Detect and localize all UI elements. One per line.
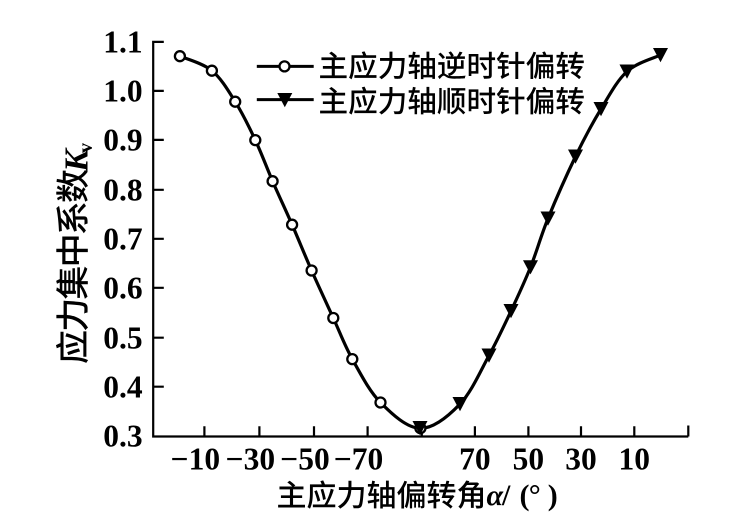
svg-text:−30: −30 [226, 442, 275, 477]
svg-text:/: / [501, 479, 511, 512]
svg-text:−50: −50 [280, 442, 329, 477]
svg-text:−10: −10 [171, 442, 220, 477]
svg-text:0.9: 0.9 [103, 123, 142, 158]
svg-text:1.0: 1.0 [103, 74, 142, 109]
svg-text:70: 70 [459, 442, 491, 477]
svg-text:v: v [75, 143, 97, 153]
svg-text:0.7: 0.7 [103, 222, 142, 257]
svg-text:α: α [487, 479, 504, 512]
svg-text:): ) [548, 479, 558, 512]
svg-text:°: ° [529, 479, 541, 512]
svg-text:0.3: 0.3 [103, 419, 142, 454]
svg-text:(: ( [520, 479, 530, 512]
svg-text:10: 10 [619, 442, 651, 477]
svg-text:0.4: 0.4 [103, 369, 143, 404]
svg-text:K: K [59, 147, 96, 173]
svg-text:0.5: 0.5 [103, 320, 142, 355]
svg-text:30: 30 [565, 442, 597, 477]
svg-text:1.1: 1.1 [103, 25, 142, 60]
svg-text:50: 50 [513, 442, 545, 477]
svg-text:−70: −70 [334, 442, 383, 477]
svg-text:0.8: 0.8 [103, 173, 142, 208]
svg-text:0.6: 0.6 [103, 271, 142, 306]
